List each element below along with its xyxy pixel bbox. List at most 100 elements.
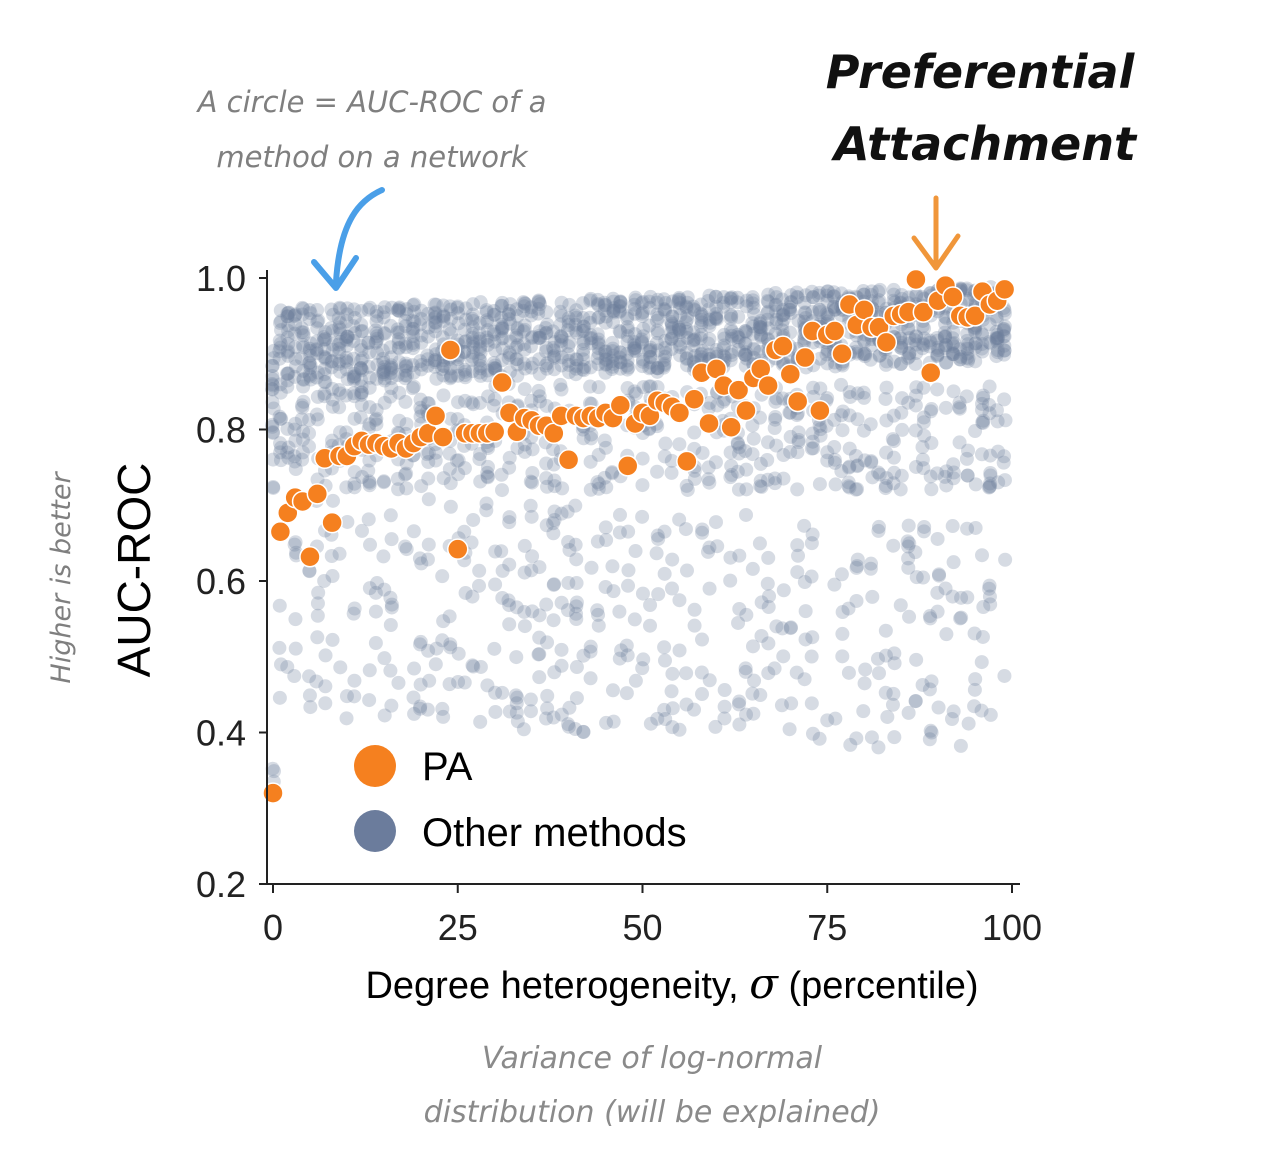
other-method-point [510, 357, 525, 372]
other-method-point [850, 552, 865, 567]
other-method-point [732, 548, 747, 563]
other-method-point [568, 317, 583, 332]
pa-point [779, 363, 802, 385]
other-method-point [421, 537, 436, 552]
other-method-point [789, 289, 804, 304]
other-method-point [879, 380, 894, 395]
other-method-point [369, 334, 384, 349]
other-method-point [428, 305, 443, 320]
other-method-point [302, 303, 317, 318]
other-method-point [487, 641, 502, 656]
other-method-point [444, 302, 459, 317]
other-method-point [745, 316, 760, 331]
other-method-point [510, 714, 525, 729]
other-method-point [354, 387, 369, 402]
other-method-point [937, 329, 952, 344]
circle-note-line1: A circle = AUC-ROC of a [196, 85, 547, 119]
other-method-point [738, 661, 753, 676]
other-method-point [961, 443, 976, 458]
other-method-point [301, 439, 316, 454]
other-method-point [983, 707, 998, 722]
other-method-point [849, 340, 864, 355]
other-method-point [539, 340, 554, 355]
other-method-point [280, 330, 295, 345]
other-method-point [362, 581, 377, 596]
pa-point [919, 361, 942, 384]
other-method-point [694, 315, 709, 330]
other-method-point [856, 347, 871, 362]
other-method-point [318, 350, 333, 365]
other-method-point [353, 361, 368, 376]
other-method-point [857, 676, 872, 691]
other-method-point [635, 352, 650, 367]
other-method-point [959, 389, 974, 404]
other-method-point [310, 389, 325, 404]
other-method-point [473, 447, 488, 462]
other-method-point [643, 360, 658, 375]
other-method-point [886, 282, 901, 297]
other-method-point [346, 370, 361, 385]
other-method-point [532, 330, 547, 345]
pa-point [609, 394, 632, 417]
other-method-point [612, 303, 627, 318]
other-method-point [754, 320, 769, 335]
other-method-point [687, 702, 702, 717]
other-method-point [908, 388, 923, 403]
other-method-point [442, 609, 457, 624]
other-method-point [819, 418, 834, 433]
other-method-point [450, 299, 465, 314]
other-method-point [465, 364, 480, 379]
other-method-point [636, 354, 651, 369]
other-method-point [288, 462, 303, 477]
other-method-point [458, 393, 473, 408]
other-method-point [656, 360, 671, 375]
other-method-point [517, 318, 532, 333]
other-method-point [353, 361, 368, 376]
other-method-point [316, 333, 331, 348]
other-method-point [502, 510, 517, 525]
other-method-point [974, 548, 989, 563]
other-method-point [643, 379, 658, 394]
other-method-point [783, 444, 798, 459]
other-method-point [606, 303, 621, 318]
other-method-point [407, 297, 422, 312]
other-method-point [480, 678, 495, 693]
other-method-point [930, 604, 945, 619]
other-method-point [362, 380, 377, 395]
other-method-point [738, 336, 753, 351]
other-method-point [761, 287, 776, 302]
other-method-point [376, 351, 391, 366]
other-method-point [494, 310, 509, 325]
other-method-point [887, 656, 902, 671]
other-method-point [503, 334, 518, 349]
other-method-point [311, 365, 326, 380]
other-method-point [450, 412, 465, 427]
other-method-point [996, 455, 1011, 470]
other-method-point [627, 338, 642, 353]
other-method-point [628, 306, 643, 321]
other-method-point [362, 370, 377, 385]
other-method-point [761, 600, 776, 615]
other-method-point [939, 478, 954, 493]
other-method-point [673, 337, 688, 352]
other-method-point [428, 324, 443, 339]
other-method-point [752, 320, 767, 335]
other-method-point [820, 344, 835, 359]
other-method-point [273, 340, 288, 355]
other-method-point [769, 438, 784, 453]
other-method-point [997, 338, 1012, 353]
other-method-point [361, 359, 376, 374]
other-method-point [621, 578, 636, 593]
other-method-point [939, 355, 954, 370]
other-method-point [613, 355, 628, 370]
other-method-point [383, 360, 398, 375]
other-method-point [761, 550, 776, 565]
legend: PA Other methods [354, 745, 687, 855]
other-method-point [568, 367, 583, 382]
other-method-point [481, 441, 496, 456]
legend-pa-marker [354, 745, 396, 787]
other-method-point [827, 452, 842, 467]
other-method-point [488, 577, 503, 592]
other-method-point [783, 621, 798, 636]
other-method-point [339, 425, 354, 440]
